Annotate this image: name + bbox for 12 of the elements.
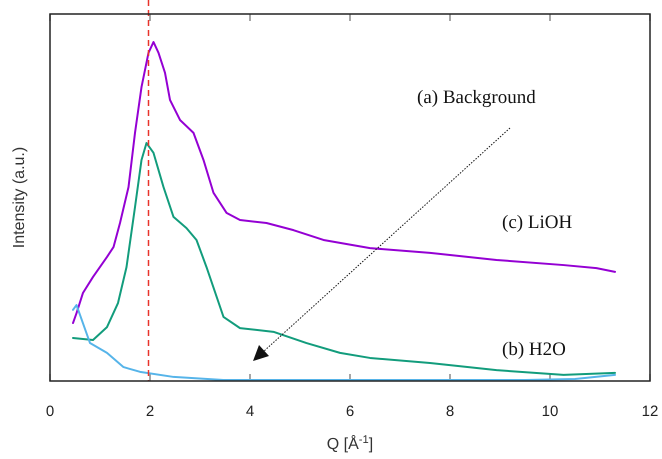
text: (a) Background xyxy=(417,87,536,108)
x-tick-label: 12 xyxy=(642,403,658,420)
series-label: (c) LiOH xyxy=(502,212,572,233)
x-axis-title: Q [Å$^{-1}$] xyxy=(326,434,374,453)
x-tick-label: 6 xyxy=(346,403,354,420)
series-label: (b) H2O xyxy=(502,339,566,360)
x-tick-label: 2 xyxy=(146,403,154,420)
y-axis-title: Intensity (a.u.) xyxy=(11,146,28,248)
x-tick-label: 0 xyxy=(46,403,54,420)
x-tick-label: 8 xyxy=(446,403,454,420)
x-tick-label: 10 xyxy=(542,403,558,420)
x-tick-label: 4 xyxy=(246,403,254,420)
